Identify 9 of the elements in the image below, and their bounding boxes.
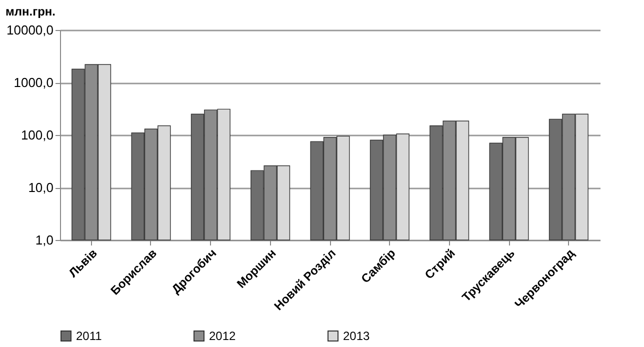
legend-label: 2011 xyxy=(76,329,102,343)
y-tick-label: 1000,0 xyxy=(14,75,54,90)
y-tick-label: 10000,0 xyxy=(6,22,54,38)
y-tick-label: 100,0 xyxy=(20,128,54,142)
y-axis-title: млн.грн. xyxy=(6,4,56,18)
y-tick-label: 10,0 xyxy=(28,180,54,195)
y-tick-label: 1,0 xyxy=(35,232,54,248)
legend-label: 2013 xyxy=(343,329,370,343)
legend-label: 2012 xyxy=(209,329,236,343)
